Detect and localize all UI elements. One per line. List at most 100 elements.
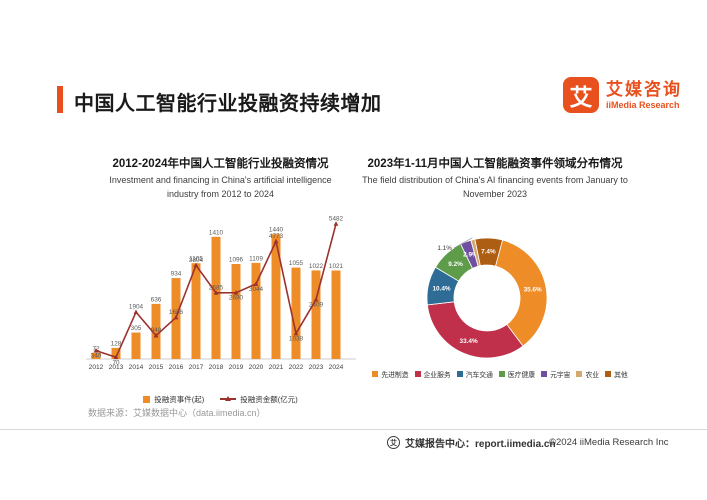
color-swatch-icon — [414, 371, 421, 377]
investment-chart-block: 2012-2024年中国人工智能行业投融资情况 Investment and f… — [58, 155, 383, 405]
x-axis-label-2023: 2023 — [308, 364, 323, 371]
bar-2014 — [131, 332, 140, 359]
data-source-note: 数据来源：艾媒数据中心（data.iimedia.cn） — [88, 408, 266, 418]
pie-legend-label: 元宇宙 — [550, 372, 571, 379]
bar-label-2022: 1055 — [288, 260, 303, 267]
x-axis-label-2013: 2013 — [108, 364, 123, 371]
x-axis-label-2018: 2018 — [208, 364, 223, 371]
pie-legend-label: 农业 — [585, 372, 600, 379]
x-axis-label-2024: 2024 — [328, 364, 343, 371]
footer-divider — [0, 429, 707, 430]
bar-2018 — [211, 236, 220, 359]
bar-2017 — [191, 263, 200, 359]
line-label-2023: 2409 — [308, 302, 323, 309]
left-chart-subtitle-line2: industry from 2012 to 2024 — [166, 188, 275, 199]
line-marker-icon — [273, 238, 278, 244]
pie-legend-label: 其他 — [614, 372, 628, 379]
line-label-2012: 340 — [90, 352, 101, 359]
color-swatch-icon — [576, 371, 583, 377]
left-chart-title: 2012-2024年中国人工智能行业投融资情况 — [112, 158, 329, 170]
legend-label: 投融资金额(亿元) — [240, 394, 298, 404]
line-marker-icon — [233, 289, 238, 295]
line-label-2017: 3804 — [188, 257, 203, 264]
right-chart-subtitle-line2: November 2023 — [462, 188, 528, 199]
pie-legend-item-企业服务: 企业服务 — [414, 369, 451, 379]
bar-2019 — [231, 263, 240, 359]
pie-legend-item-汽车交通: 汽车交通 — [456, 369, 493, 379]
line-marker-icon — [113, 354, 118, 360]
color-swatch-icon — [541, 371, 548, 377]
logo-name-en: iiMedia Research — [606, 99, 680, 110]
line-marker-icon — [133, 309, 138, 314]
iimedia-logo-text: 艾媒咨询 iiMedia Research — [606, 80, 682, 111]
bar-label-2021: 1440 — [268, 227, 283, 234]
x-axis-label-2017: 2017 — [188, 364, 203, 371]
x-axis-label-2016: 2016 — [168, 364, 183, 371]
donut-chart-legend: 先进制造 企业服务 汽车交通 医疗健康 元宇宙 农业 其他 — [360, 369, 640, 379]
bar-label-2018: 1410 — [208, 229, 223, 236]
bar-label-2024: 1021 — [328, 263, 343, 270]
segment-pct-label: 9.2% — [448, 261, 463, 268]
bar-label-2020: 1109 — [249, 255, 263, 262]
bar-2023 — [311, 270, 320, 359]
iimedia-logo: 艾 艾媒咨询 iiMedia Research — [563, 77, 682, 113]
x-axis-label-2021: 2021 — [268, 364, 283, 371]
color-swatch-icon — [498, 371, 505, 377]
segment-pct-label: 10.4% — [432, 285, 450, 292]
legend-label: 投融资事件(起) — [154, 394, 205, 404]
line-label-2018: 2685 — [208, 284, 223, 291]
distribution-chart-block: 2023年1-11月中国人工智能融资事件领域分布情况 The field dis… — [350, 155, 640, 202]
pie-legend-item-先进制造: 先进制造 — [372, 369, 409, 379]
segment-pct-callout: 1.1% — [437, 245, 452, 252]
color-swatch-icon — [456, 371, 463, 377]
bar-line-chart: 7234020121287020133051904201463694820159… — [85, 215, 356, 371]
segment-pct-label: 35.6% — [524, 286, 542, 293]
bar-swatch-icon — [143, 395, 151, 403]
line-marker-icon — [253, 281, 258, 286]
x-axis-label-2014: 2014 — [128, 364, 143, 371]
bar-2015 — [151, 303, 160, 359]
bar-2024 — [331, 270, 340, 359]
bar-label-2023: 1022 — [308, 263, 323, 270]
bar-2022 — [291, 267, 300, 359]
logo-name-cn: 艾媒咨询 — [606, 79, 682, 99]
line-marker-icon — [313, 296, 318, 302]
pie-legend-item-农业: 农业 — [576, 369, 599, 379]
left-chart-subtitle-line1: Investment and financing in China's arti… — [109, 175, 332, 185]
bar-label-2019: 1096 — [228, 256, 243, 263]
pie-legend-item-元宇宙: 元宇宙 — [541, 369, 570, 379]
left-chart-legend: 投融资事件(起) 投融资金额(亿元) — [58, 394, 383, 405]
x-axis-label-2012: 2012 — [88, 364, 103, 371]
line-marker-icon — [173, 314, 178, 320]
line-label-2021: 4773 — [268, 233, 283, 240]
x-axis-label-2015: 2015 — [148, 364, 163, 371]
pie-legend-label: 企业服务 — [423, 372, 451, 379]
line-swatch-icon — [220, 395, 237, 401]
left-chart-subtitle: Investment and financing in China's arti… — [58, 174, 383, 202]
bar-2012 — [91, 352, 100, 359]
donut-segment-其他 — [474, 237, 504, 267]
pie-legend-label: 汽车交通 — [465, 372, 493, 379]
segment-pct-label: 33.4% — [460, 338, 478, 345]
line-marker-icon — [153, 332, 158, 338]
right-chart-subtitle-line1: The field distribution of China's AI fin… — [362, 175, 628, 185]
line-marker-icon — [293, 330, 298, 336]
report-center-icon: 艾 — [387, 436, 400, 449]
bar-label-2015: 636 — [150, 296, 161, 303]
title-accent-bar — [57, 86, 63, 113]
line-marker-icon — [213, 290, 218, 295]
line-label-2013: 70 — [112, 359, 120, 366]
footer-report-link[interactable]: 艾 艾媒报告中心：report.iimedia.cn — [387, 435, 556, 450]
bar-2020 — [251, 262, 260, 359]
color-swatch-icon — [372, 371, 379, 377]
line-label-2015: 948 — [150, 327, 161, 334]
line-label-2024: 5482 — [328, 215, 343, 222]
bar-label-2013: 128 — [110, 340, 121, 347]
x-axis-label-2020: 2020 — [248, 364, 263, 371]
line-label-2020: 3044 — [248, 286, 263, 293]
line-marker-icon — [193, 262, 198, 268]
bar-2021 — [271, 234, 280, 359]
line-label-2019: 2690 — [228, 295, 243, 302]
bar-label-2016: 934 — [170, 270, 181, 277]
